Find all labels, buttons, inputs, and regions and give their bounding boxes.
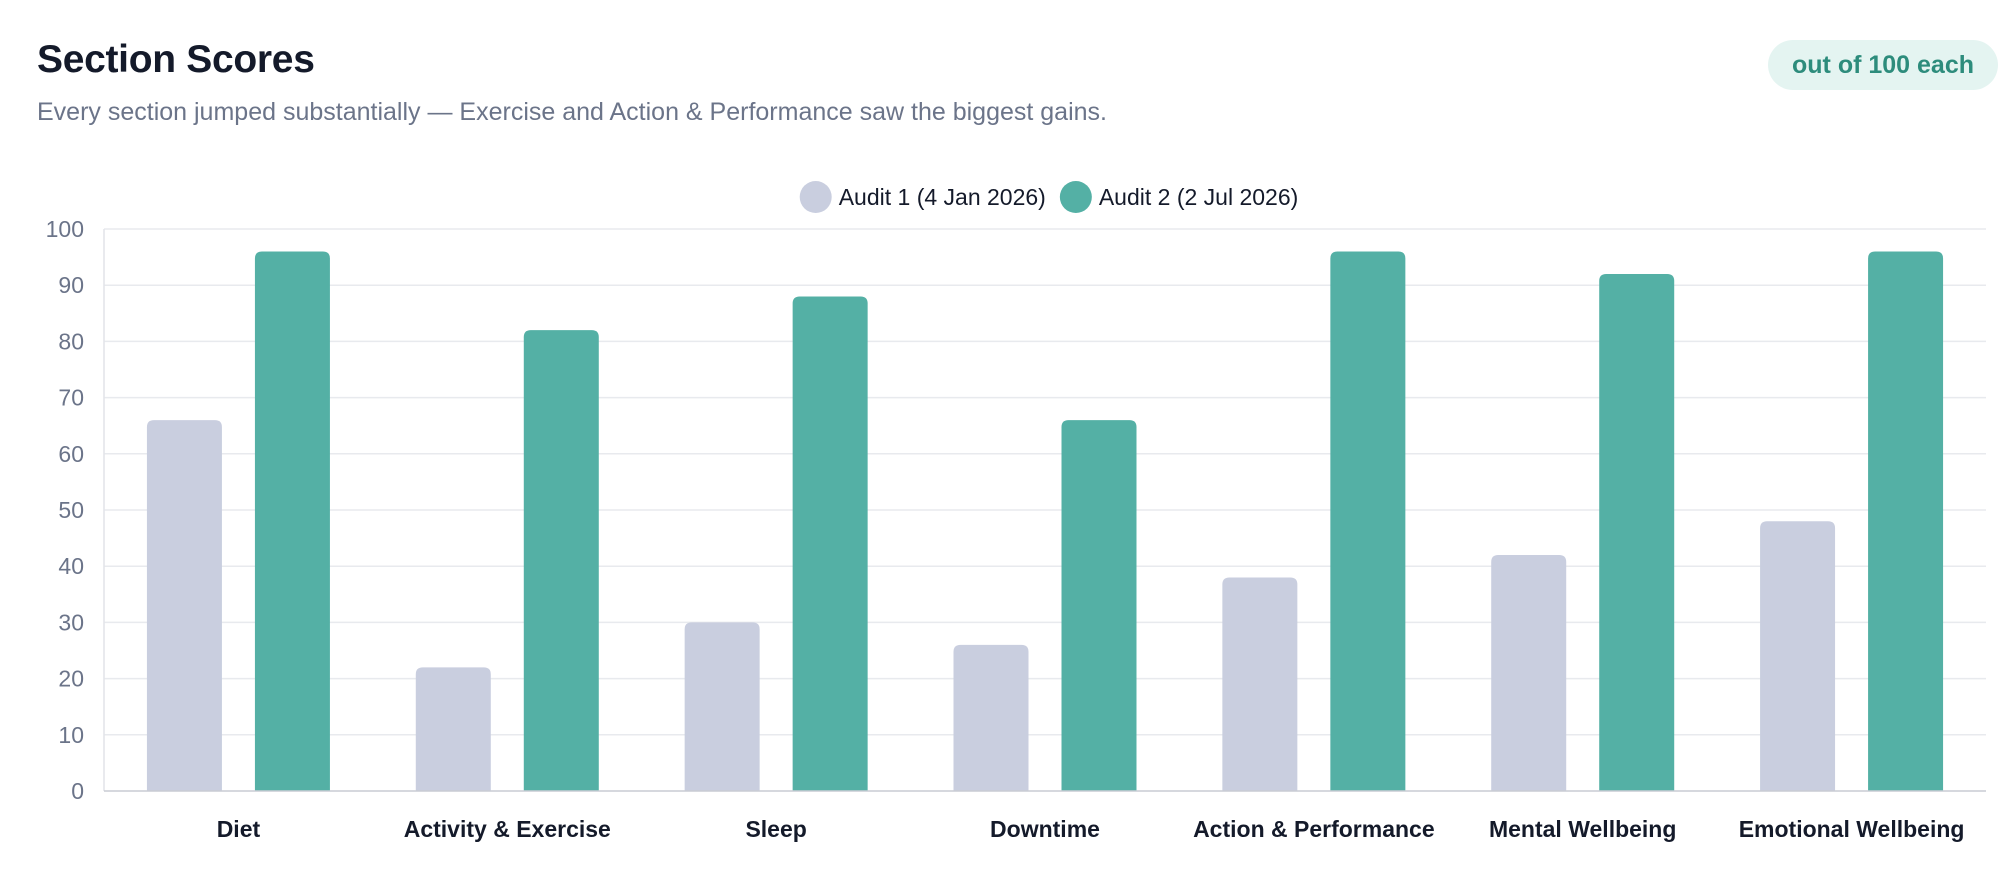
chart-title: Section Scores	[37, 38, 315, 81]
y-tick-label: 0	[71, 778, 84, 804]
chart-subtitle: Every section jumped substantially — Exe…	[37, 98, 1107, 126]
y-tick-label: 60	[58, 441, 84, 467]
bar-audit-1[interactable]	[146, 420, 222, 791]
legend-item[interactable]: Audit 2 (2 Jul 2026)	[1059, 181, 1298, 213]
y-tick-label: 10	[58, 722, 84, 748]
bar-audit-1[interactable]	[953, 644, 1029, 791]
y-tick-label: 100	[46, 216, 84, 242]
bars	[104, 251, 1986, 792]
bar-group	[1222, 251, 1406, 792]
bar-group	[415, 330, 599, 791]
y-tick-label: 40	[58, 553, 84, 579]
legend-swatch	[799, 181, 832, 213]
bar-audit-2[interactable]	[254, 251, 330, 792]
chart-legend: Audit 1 (4 Jan 2026) Audit 2 (2 Jul 2026)	[799, 181, 1298, 213]
y-tick-label: 50	[58, 497, 84, 523]
bar-audit-1[interactable]	[684, 622, 760, 791]
y-axis: 0 10 20 30 40 50 60 70 80 90 100	[46, 216, 84, 804]
legend-item[interactable]: Audit 1 (4 Jan 2026)	[799, 181, 1046, 213]
x-tick-label: Action & Performance	[1193, 816, 1435, 842]
y-tick-label: 80	[58, 328, 84, 354]
x-tick-label: Downtime	[990, 816, 1100, 842]
bar-group	[1491, 273, 1675, 792]
bar-group	[953, 420, 1137, 791]
x-tick-label: Mental Wellbeing	[1489, 816, 1676, 842]
bar-audit-2[interactable]	[1868, 251, 1944, 792]
legend-label: Audit 2 (2 Jul 2026)	[1099, 184, 1298, 210]
bar-audit-1[interactable]	[1760, 521, 1836, 791]
scale-badge: out of 100 each	[1768, 40, 1998, 90]
y-tick-label: 30	[58, 609, 84, 635]
bar-audit-2[interactable]	[1061, 420, 1137, 791]
x-tick-label: Sleep	[745, 816, 806, 842]
legend-label: Audit 1 (4 Jan 2026)	[839, 184, 1046, 210]
bar-audit-2[interactable]	[792, 296, 868, 791]
x-tick-label: Emotional Wellbeing	[1739, 816, 1965, 842]
y-tick-label: 20	[58, 666, 84, 692]
bar-group	[146, 251, 330, 792]
bar-group	[1760, 251, 1944, 792]
bar-audit-1[interactable]	[1222, 577, 1298, 791]
y-tick-label: 70	[58, 385, 84, 411]
bar-audit-1[interactable]	[415, 667, 491, 791]
grid-lines	[103, 228, 1986, 791]
y-tick-label: 90	[58, 272, 84, 298]
bar-group	[684, 296, 868, 791]
x-tick-label: Diet	[217, 816, 261, 842]
bar-audit-2[interactable]	[1330, 251, 1406, 792]
x-tick-label: Activity & Exercise	[404, 816, 611, 842]
x-axis: Diet Activity & Exercise Sleep Downtime Acti…	[217, 816, 1965, 842]
bar-audit-1[interactable]	[1491, 554, 1567, 791]
bar-audit-2[interactable]	[1599, 273, 1675, 792]
bar-audit-2[interactable]	[523, 330, 599, 791]
legend-swatch	[1059, 181, 1092, 213]
